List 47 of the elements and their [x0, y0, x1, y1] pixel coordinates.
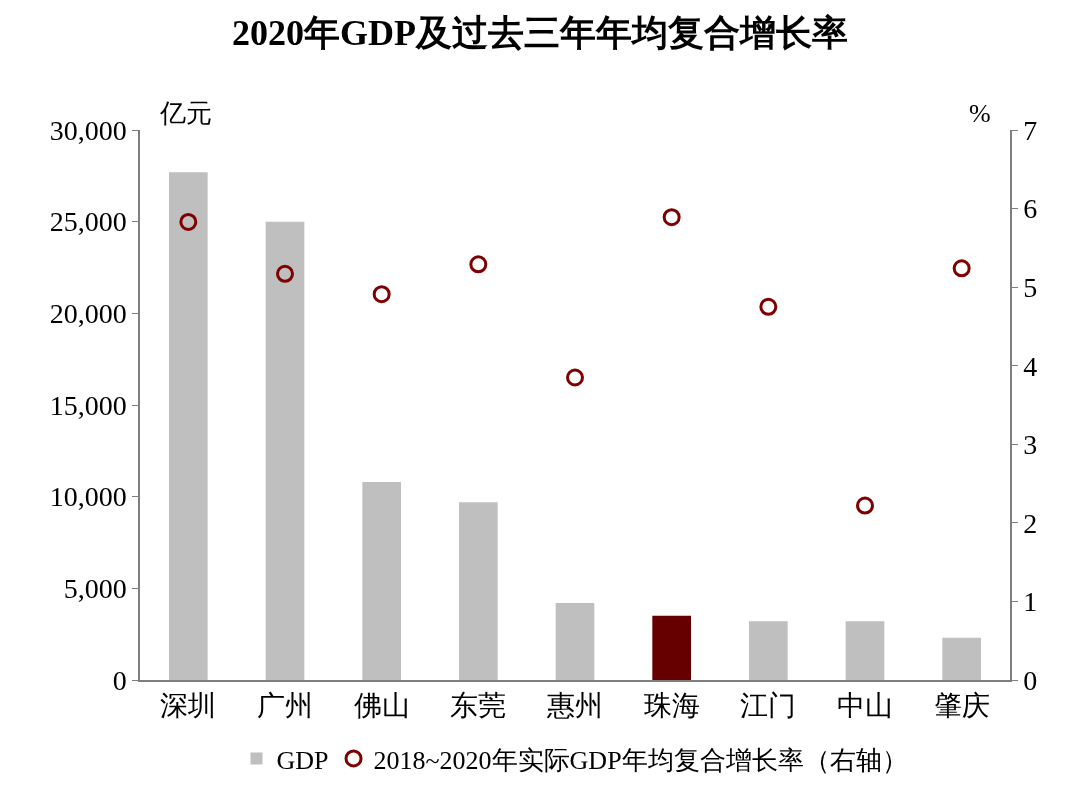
x-tick-label: 中山	[837, 690, 893, 722]
bar	[459, 502, 498, 680]
y2-tick-label: 0	[1023, 664, 1038, 696]
y-axis-title: 亿元	[159, 99, 212, 128]
bar	[362, 482, 401, 680]
y-tick-label: 25,000	[49, 206, 127, 238]
bar	[942, 637, 981, 680]
x-tick-label: 江门	[740, 690, 797, 722]
legend-label: 2018~2020年实际GDP年均复合增长率（右轴）	[373, 745, 908, 775]
y2-tick-label: 2	[1023, 507, 1038, 539]
y-tick-label: 20,000	[49, 298, 127, 330]
point	[759, 297, 778, 316]
y2-tick-label: 7	[1023, 114, 1038, 146]
y-tick-label: 15,000	[49, 389, 127, 421]
x-tick-label: 深圳	[160, 690, 217, 722]
x-tick-label: 肇庆	[933, 690, 990, 722]
y2-tick-label: 5	[1023, 271, 1038, 303]
point	[952, 259, 971, 278]
point	[179, 212, 198, 231]
bar	[652, 615, 691, 680]
x-tick-label: 广州	[257, 690, 313, 722]
bar	[749, 621, 788, 680]
y2-tick-label: 4	[1023, 350, 1038, 382]
legend-label: GDP	[276, 745, 329, 775]
x-tick-label: 珠海	[643, 690, 700, 722]
y2-axis-title: %	[969, 99, 991, 128]
x-tick-label: 东莞	[450, 690, 507, 722]
chart-title: 2020年GDP及过去三年年均复合增长率	[232, 13, 848, 54]
point	[856, 496, 874, 515]
y-tick-label: 5,000	[63, 573, 127, 605]
bar	[845, 621, 885, 680]
bar	[169, 172, 208, 680]
x-tick-label: 佛山	[353, 690, 410, 722]
y2-tick-label: 1	[1023, 586, 1038, 618]
x-tick-label: 惠州	[546, 690, 603, 722]
point	[469, 255, 488, 274]
y-tick-label: 0	[112, 664, 127, 696]
y-tick-label: 10,000	[49, 481, 127, 513]
point	[662, 208, 681, 227]
bar	[555, 603, 595, 680]
point	[566, 368, 584, 387]
y2-tick-label: 3	[1023, 429, 1038, 461]
y2-tick-label: 6	[1023, 193, 1038, 225]
point	[372, 285, 391, 304]
bar	[265, 221, 305, 680]
y-tick-label: 30,000	[49, 114, 127, 146]
point	[276, 264, 294, 283]
